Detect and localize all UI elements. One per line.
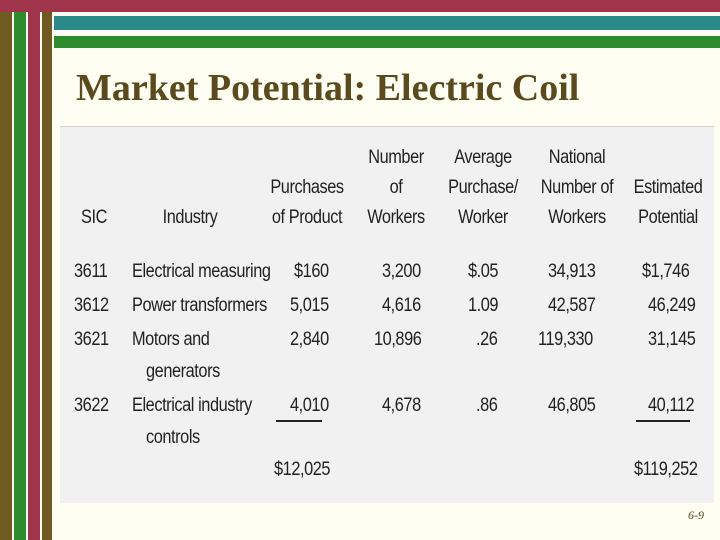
cell-potential: 46,249 bbox=[648, 295, 696, 316]
header-line: Purchases bbox=[270, 177, 344, 198]
cell-purchases: 2,840 bbox=[290, 329, 329, 350]
header-line: Number of bbox=[540, 177, 614, 198]
header-line: of bbox=[389, 177, 403, 198]
header-line: Worker bbox=[458, 207, 508, 228]
total-potential: $119,252 bbox=[634, 459, 698, 480]
header-line: Workers bbox=[367, 207, 425, 228]
cell-industry: Motors and bbox=[132, 329, 210, 350]
header-line: Potential bbox=[638, 207, 698, 228]
cell-average: .26 bbox=[476, 329, 498, 350]
cell-workers: 3,200 bbox=[382, 261, 421, 282]
subtotal-underline bbox=[276, 420, 322, 422]
decorative-stripe bbox=[28, 0, 40, 540]
page-number: 6-9 bbox=[688, 508, 704, 522]
cell-workers: 4,678 bbox=[382, 395, 421, 416]
header-line: Industry bbox=[162, 207, 218, 228]
header-line: Workers bbox=[548, 207, 606, 228]
cell-purchases: $160 bbox=[294, 261, 329, 282]
header-number-of-workers: Number of Workers bbox=[360, 143, 432, 233]
cell-workers: 10,896 bbox=[374, 329, 422, 350]
cell-purchases: 4,010 bbox=[290, 395, 329, 416]
header-line: Estimated bbox=[633, 177, 703, 198]
cell-sic: 3621 bbox=[74, 329, 109, 350]
cell-industry: Power transformers bbox=[132, 295, 267, 316]
cell-national: 34,913 bbox=[548, 261, 596, 282]
cell-industry: Electrical measuring bbox=[132, 261, 271, 282]
cell-workers: 4,616 bbox=[382, 295, 421, 316]
cell-potential: $1,746 bbox=[642, 261, 690, 282]
header-sic: SIC bbox=[77, 203, 111, 233]
header-line: SIC bbox=[81, 207, 107, 228]
header-industry: Industry bbox=[138, 203, 241, 233]
cell-potential: 31,145 bbox=[648, 329, 696, 350]
cell-purchases: 5,015 bbox=[290, 295, 329, 316]
cell-national: 42,587 bbox=[548, 295, 596, 316]
header-line: of Product bbox=[271, 207, 343, 228]
cell-industry-continued: generators bbox=[146, 361, 220, 382]
cell-average: $.05 bbox=[468, 261, 499, 282]
cell-sic: 3622 bbox=[74, 395, 109, 416]
cell-potential: 40,112 bbox=[648, 395, 695, 416]
cell-average: .86 bbox=[476, 395, 498, 416]
header-estimated-potential: Estimated Potential bbox=[630, 173, 706, 233]
cell-sic: 3611 bbox=[74, 261, 108, 282]
decorative-stripe bbox=[0, 0, 12, 540]
header-line: Purchase/ bbox=[448, 177, 518, 198]
market-potential-table: SIC Industry Purchases of Product Number… bbox=[60, 126, 714, 503]
cell-average: 1.09 bbox=[468, 295, 499, 316]
decorative-stripe bbox=[42, 0, 52, 540]
header-line: Average bbox=[454, 147, 512, 168]
decorative-stripe bbox=[0, 0, 720, 12]
cell-sic: 3612 bbox=[74, 295, 109, 316]
cell-industry-continued: controls bbox=[146, 427, 200, 448]
cell-industry: Electrical industry bbox=[132, 395, 252, 416]
header-purchases: Purchases of Product bbox=[270, 173, 344, 233]
header-average-purchase: Average Purchase/ Worker bbox=[444, 143, 521, 233]
header-line: Number bbox=[368, 147, 424, 168]
total-purchases: $12,025 bbox=[274, 459, 331, 480]
decorative-stripe bbox=[14, 0, 26, 540]
header-national-workers: National Number of Workers bbox=[537, 143, 618, 233]
cell-national: 46,805 bbox=[548, 395, 596, 416]
slide-title: Market Potential: Electric Coil bbox=[76, 67, 580, 109]
cell-national: 119,330 bbox=[538, 329, 593, 350]
decorative-stripe bbox=[54, 36, 720, 48]
subtotal-underline bbox=[636, 420, 690, 422]
decorative-stripe bbox=[54, 16, 720, 30]
header-line: National bbox=[548, 147, 606, 168]
